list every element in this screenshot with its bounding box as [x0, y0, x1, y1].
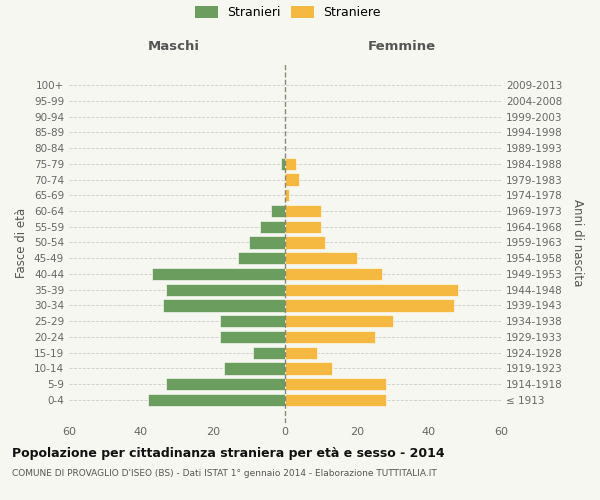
Bar	[152, 268, 285, 280]
Legend: Stranieri, Straniere: Stranieri, Straniere	[195, 6, 381, 20]
Bar	[166, 284, 285, 296]
Bar	[285, 362, 332, 374]
Bar	[220, 331, 285, 343]
Bar	[281, 158, 285, 170]
Bar	[285, 268, 382, 280]
Text: COMUNE DI PROVAGLIO D'ISEO (BS) - Dati ISTAT 1° gennaio 2014 - Elaborazione TUTT: COMUNE DI PROVAGLIO D'ISEO (BS) - Dati I…	[12, 469, 437, 478]
Text: Maschi: Maschi	[148, 40, 200, 52]
Y-axis label: Anni di nascita: Anni di nascita	[571, 199, 584, 286]
Bar	[285, 189, 289, 202]
Bar	[285, 331, 375, 343]
Bar	[285, 284, 458, 296]
Bar	[260, 220, 285, 233]
Bar	[238, 252, 285, 264]
Text: Popolazione per cittadinanza straniera per età e sesso - 2014: Popolazione per cittadinanza straniera p…	[12, 448, 445, 460]
Text: Femmine: Femmine	[368, 40, 436, 52]
Bar	[285, 300, 454, 312]
Bar	[285, 394, 386, 406]
Y-axis label: Fasce di età: Fasce di età	[16, 208, 28, 278]
Bar	[163, 300, 285, 312]
Bar	[249, 236, 285, 248]
Bar	[285, 174, 299, 186]
Bar	[285, 378, 386, 390]
Bar	[285, 315, 393, 328]
Bar	[285, 205, 321, 217]
Bar	[285, 220, 321, 233]
Bar	[285, 236, 325, 248]
Bar	[166, 378, 285, 390]
Bar	[253, 346, 285, 359]
Bar	[271, 205, 285, 217]
Bar	[220, 315, 285, 328]
Bar	[148, 394, 285, 406]
Bar	[285, 252, 357, 264]
Bar	[224, 362, 285, 374]
Bar	[285, 346, 317, 359]
Bar	[285, 158, 296, 170]
